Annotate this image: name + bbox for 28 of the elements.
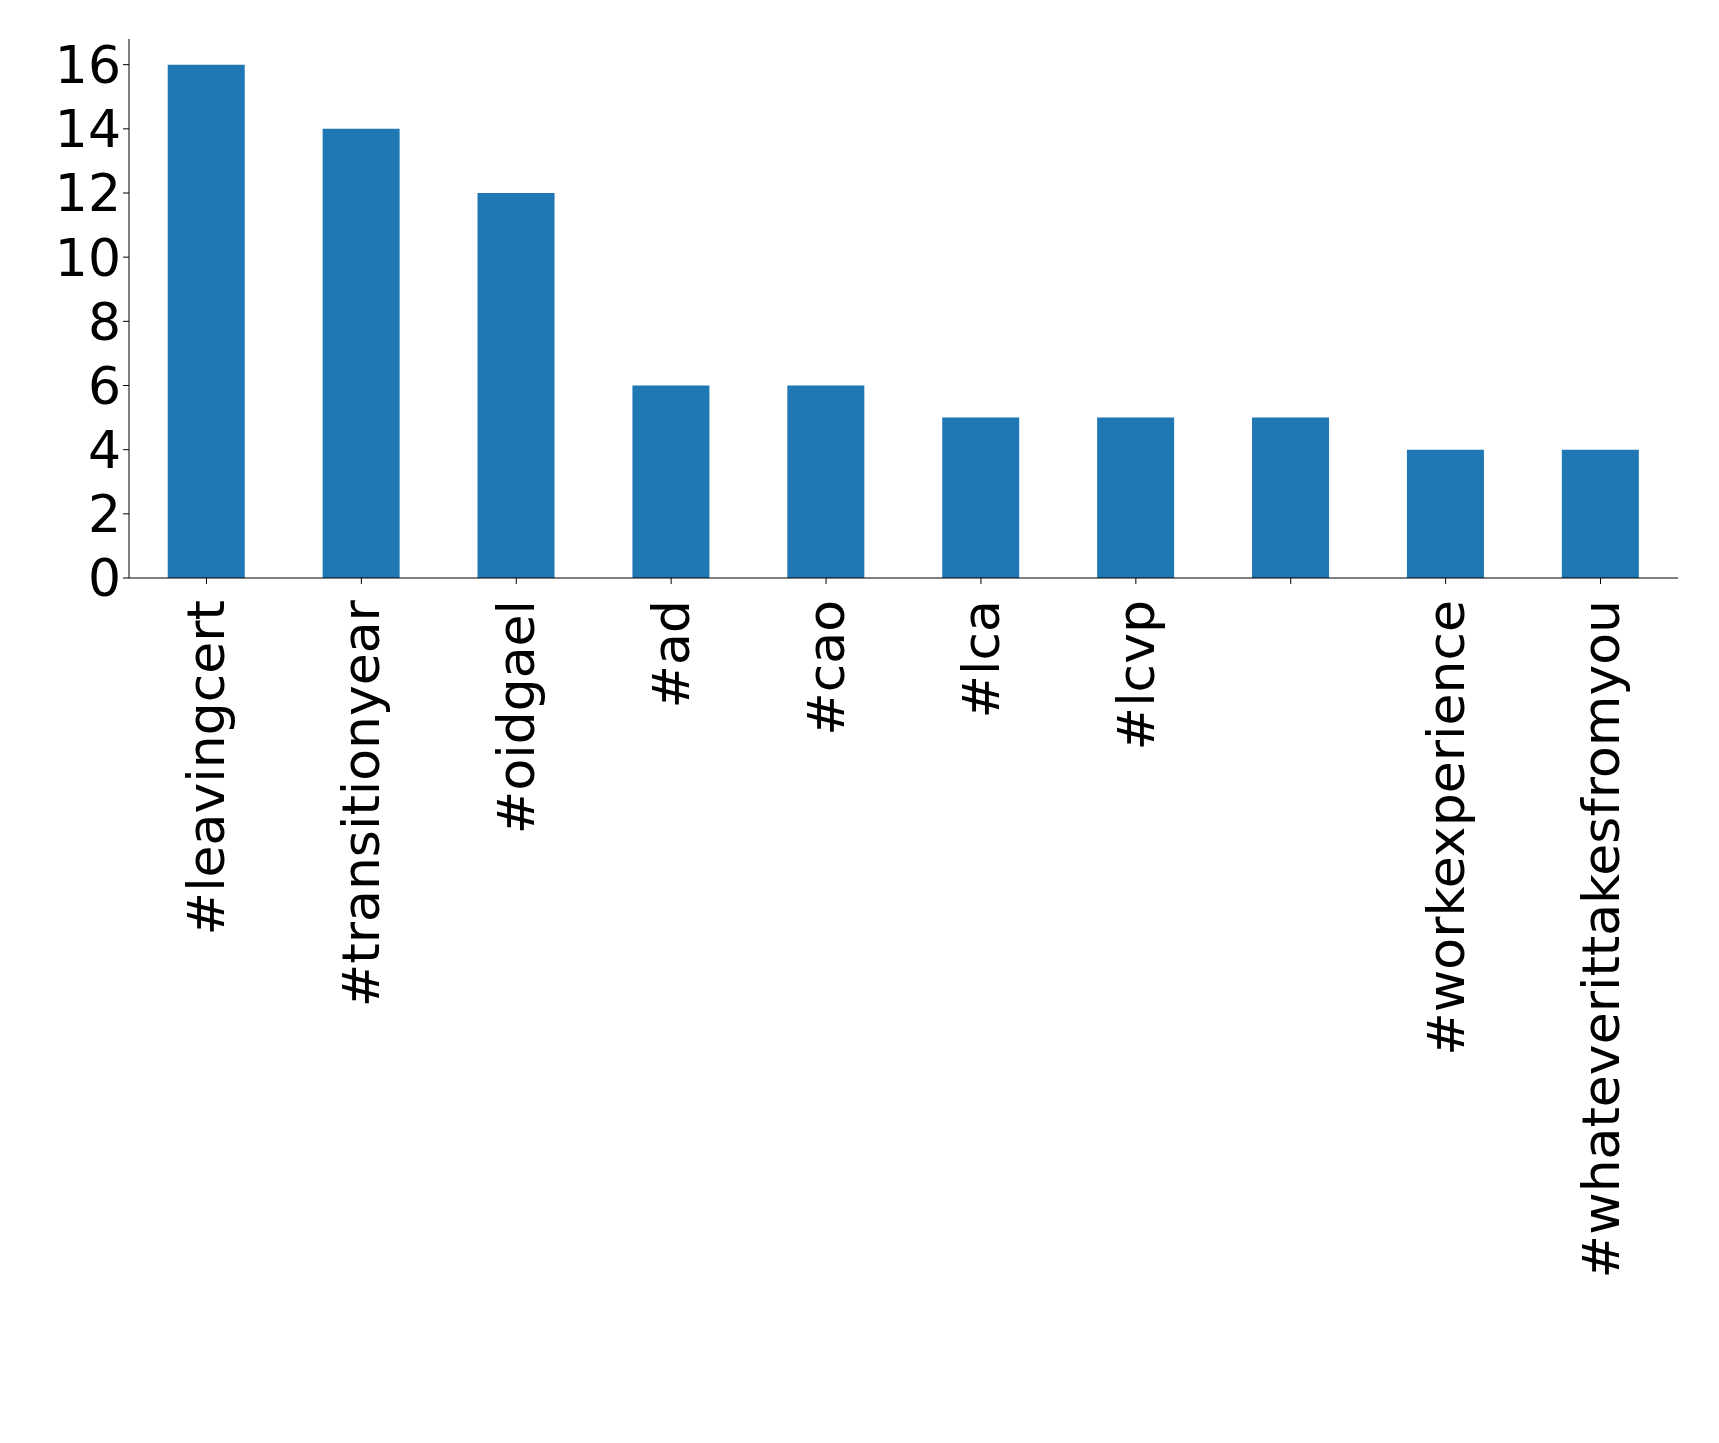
bar xyxy=(632,385,710,578)
bar xyxy=(1252,417,1330,578)
y-tick-label: 6 xyxy=(87,355,121,416)
y-tick-label: 2 xyxy=(87,484,121,545)
bar xyxy=(477,193,555,578)
y-tick-label: 4 xyxy=(87,420,121,481)
x-tick-label: #leavingcert xyxy=(176,600,237,936)
bar xyxy=(1097,417,1175,578)
y-tick-label: 12 xyxy=(54,163,121,224)
y-tick-label: 0 xyxy=(87,548,121,609)
bar xyxy=(942,417,1020,578)
x-tick-label: #cao xyxy=(796,600,857,736)
bar xyxy=(787,385,865,578)
bar xyxy=(322,128,400,578)
x-tick-label: #ad xyxy=(641,600,702,709)
x-tick-label: #lcvp xyxy=(1105,600,1166,751)
x-tick-label: #workexperience xyxy=(1415,600,1476,1056)
x-tick-label: #lca xyxy=(950,600,1011,719)
y-tick-label: 10 xyxy=(54,227,121,288)
bar xyxy=(1406,449,1484,578)
x-tick-label: #whateverittakesfromyou xyxy=(1570,600,1631,1279)
y-tick-label: 8 xyxy=(87,291,121,352)
y-tick-label: 16 xyxy=(54,35,121,96)
x-tick-label: #transitionyear xyxy=(331,599,392,1008)
bar xyxy=(167,64,245,578)
x-tick-label: #oidgael xyxy=(486,600,547,835)
bar xyxy=(1561,449,1639,578)
y-tick-label: 14 xyxy=(54,99,121,160)
